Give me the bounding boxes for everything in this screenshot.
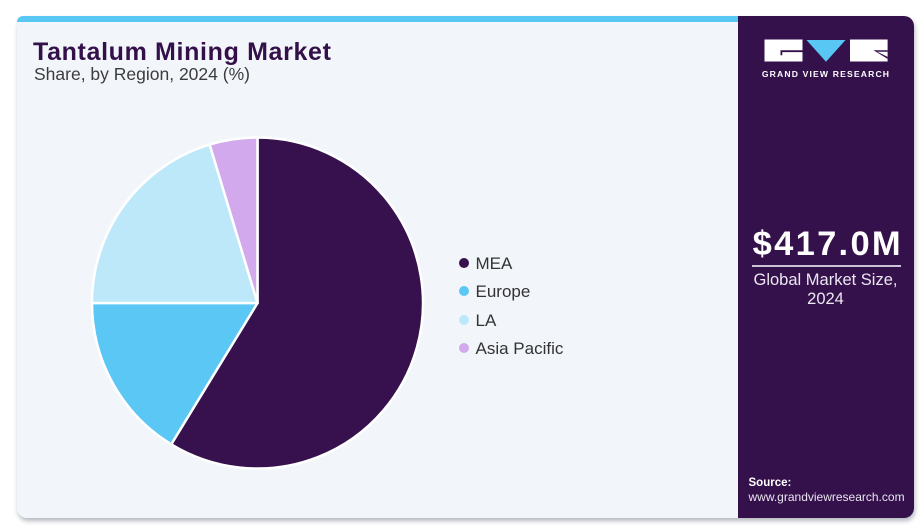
svg-text:GRAND VIEW RESEARCH: GRAND VIEW RESEARCH [762,69,890,79]
